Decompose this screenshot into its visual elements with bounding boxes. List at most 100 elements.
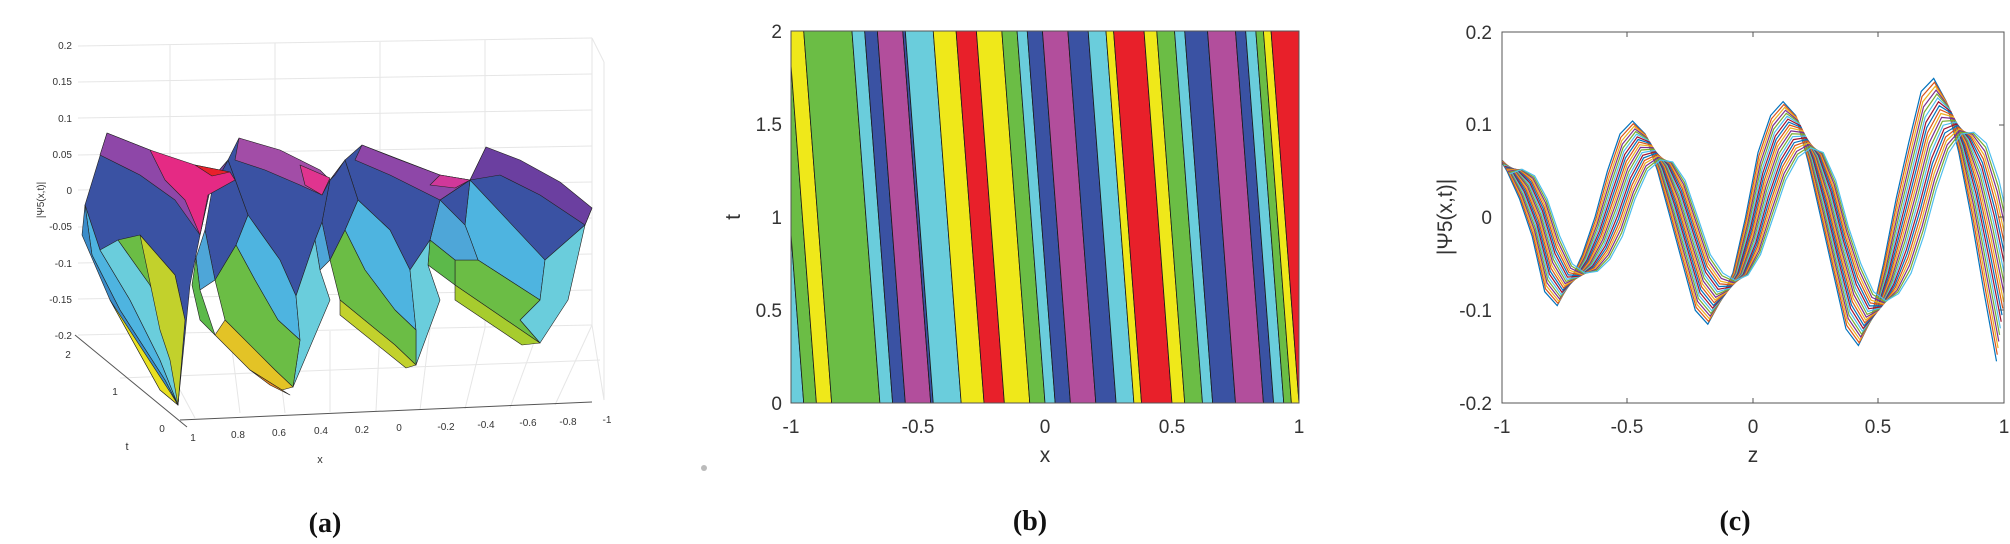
panel-a-z-label: |Ψ5(x,t)| [36, 182, 47, 218]
svg-text:0: 0 [396, 423, 402, 434]
svg-text:0: 0 [159, 424, 165, 435]
svg-text:0.5: 0.5 [1865, 417, 1891, 438]
svg-text:0.1: 0.1 [1466, 115, 1492, 136]
series-line [1502, 96, 2001, 333]
contour-band [791, 31, 833, 403]
panel-b-y-label: t [722, 214, 745, 220]
panel-a-x-ticks: 1 0.8 0.6 0.4 0.2 0 -0.2 -0.4 -0.6 -0.8 … [190, 415, 612, 444]
panel-b-axes-box [790, 30, 1300, 404]
panel-c-line-plot: -0.2 -0.1 0 0.1 0.2 -1 -0.5 0 0.5 1 z |Ψ… [1434, 23, 2010, 537]
series-line [1503, 121, 2004, 313]
contour-band [932, 31, 985, 403]
series-line [1507, 129, 2004, 304]
series-line [1502, 89, 2000, 342]
svg-text:-0.05: -0.05 [49, 222, 72, 233]
svg-text:0.05: 0.05 [53, 150, 73, 161]
contour-band [902, 31, 934, 403]
panel-c-tick-marks [1626, 32, 2004, 403]
svg-text:0.6: 0.6 [272, 428, 286, 439]
svg-text:-0.1: -0.1 [55, 259, 73, 270]
contour-band [904, 31, 962, 403]
svg-text:0.4: 0.4 [314, 426, 328, 437]
contour-band [1105, 31, 1142, 403]
series-line [1507, 128, 2004, 305]
panel-c-x-label: z [1748, 444, 1759, 467]
svg-text:1: 1 [190, 433, 196, 444]
svg-text:1: 1 [771, 208, 782, 229]
stray-dot [701, 465, 707, 471]
svg-text:-0.15: -0.15 [49, 295, 72, 306]
contour-band [1087, 31, 1135, 403]
series-line [1504, 123, 2004, 310]
panel-a-t-ticks: 2 1 0 [65, 350, 165, 435]
panel-c-x-ticks: -1 -0.5 0 0.5 1 [1494, 417, 2010, 438]
svg-text:0.8: 0.8 [231, 430, 245, 441]
panel-c-y-ticks: -0.2 -0.1 0 0.1 0.2 [1459, 23, 1492, 415]
svg-text:1: 1 [1294, 417, 1305, 438]
panel-b-contour-plot: 0 0.5 1 1.5 2 -1 -0.5 0 0.5 1 x t (b) [701, 22, 1305, 537]
series-line [1502, 81, 1998, 355]
svg-text:0: 0 [66, 186, 72, 197]
surface-ridge-4 [427, 146, 593, 346]
svg-text:0: 0 [771, 394, 782, 415]
svg-text:0: 0 [1748, 417, 1759, 438]
series-line [1509, 131, 2004, 302]
contour-band [851, 31, 894, 403]
contour-band [1255, 31, 1292, 403]
contour-band [1245, 31, 1285, 403]
contour-band [1156, 31, 1203, 403]
panel-c-y-label: |Ψ5(x,t)| [1434, 179, 1457, 255]
contour-band [1113, 31, 1173, 403]
series-line [1502, 116, 2004, 319]
contour-band [1263, 31, 1299, 403]
svg-text:0.1: 0.1 [58, 114, 72, 125]
series-line [1502, 93, 2001, 336]
series-line [1506, 126, 2004, 306]
svg-text:-0.2: -0.2 [1459, 394, 1492, 415]
panel-a-x-label: x [317, 454, 323, 466]
contour-band [1016, 31, 1056, 403]
svg-text:0.2: 0.2 [355, 425, 369, 436]
svg-text:-0.8: -0.8 [559, 417, 577, 428]
surface-ridge-3 [314, 144, 471, 369]
series-line [1505, 124, 2004, 307]
contour-band [1235, 31, 1275, 403]
series-line [1502, 100, 2002, 330]
svg-text:-0.2: -0.2 [55, 331, 73, 342]
svg-text:0: 0 [1481, 208, 1492, 229]
panel-b-y-ticks: 0 0.5 1 1.5 2 [756, 22, 782, 415]
series-line [1502, 77, 1998, 362]
caption-a: (a) [309, 508, 342, 539]
series-line [1502, 85, 1999, 349]
series-line [1502, 119, 2004, 316]
series-line [1502, 104, 2003, 327]
svg-text:1: 1 [1999, 417, 2010, 438]
caption-b: (b) [1013, 506, 1047, 537]
contour-bands [791, 31, 1299, 403]
panel-b-x-ticks: -1 -0.5 0 0.5 1 [783, 417, 1305, 438]
contour-band [1143, 31, 1186, 403]
svg-text:1.5: 1.5 [756, 115, 782, 136]
svg-text:-1: -1 [783, 417, 800, 438]
svg-text:2: 2 [65, 350, 71, 361]
contour-band [1001, 31, 1046, 403]
svg-text:-0.5: -0.5 [1611, 417, 1644, 438]
contour-band [1067, 31, 1117, 403]
svg-text:-0.1: -0.1 [1459, 301, 1492, 322]
svg-text:0.5: 0.5 [756, 301, 782, 322]
svg-text:0.5: 0.5 [1159, 417, 1185, 438]
contour-band [1207, 31, 1264, 403]
contour-band [864, 31, 906, 403]
svg-text:1: 1 [112, 387, 118, 398]
line-family [1502, 77, 2004, 362]
svg-text:-0.2: -0.2 [437, 422, 455, 433]
svg-text:-0.6: -0.6 [519, 418, 537, 429]
panel-a-surface [81, 132, 593, 406]
contour-band [803, 31, 881, 403]
panel-a-surface-plot: 0.2 0.15 0.1 0.05 0 -0.05 -0.1 -0.15 -0.… [36, 37, 612, 539]
contour-band [1184, 31, 1236, 403]
svg-text:2: 2 [771, 22, 782, 43]
surface-ridge-1 [81, 132, 236, 406]
svg-text:-0.4: -0.4 [477, 420, 495, 431]
